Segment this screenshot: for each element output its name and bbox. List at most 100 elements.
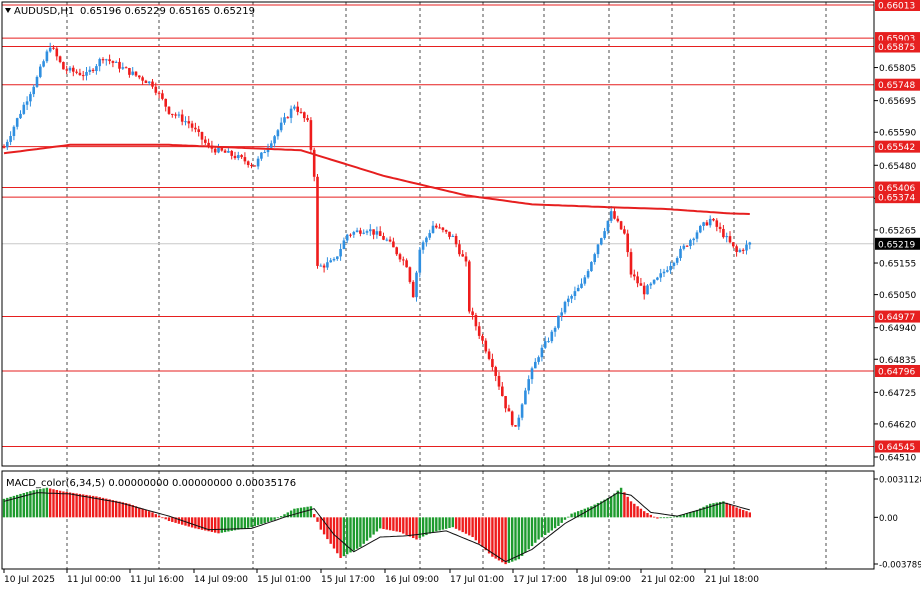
candle-body [289, 108, 293, 118]
macd-bar [227, 517, 230, 532]
main-frame [1, 1, 875, 467]
macd-bar [365, 517, 369, 541]
time-tick-label: 21 Jul 02:00 [641, 575, 695, 585]
macd-bar [260, 517, 263, 525]
macd-bar [65, 491, 68, 518]
macd-bar [596, 502, 600, 518]
candle-body [692, 238, 695, 241]
candle-body [349, 234, 352, 236]
candle-body [553, 327, 557, 332]
macd-bar [738, 508, 742, 518]
macd-bar [418, 517, 421, 539]
candle-body [250, 165, 253, 167]
macd-bar [25, 492, 29, 518]
candle-body [303, 112, 306, 119]
macd-bar [177, 517, 181, 524]
candle-body [322, 265, 326, 268]
candle-body [722, 228, 725, 238]
macd-bar [108, 499, 111, 518]
macd-bar [662, 517, 666, 519]
candle-body [369, 229, 372, 232]
macd-bar [240, 517, 243, 530]
candle-body [336, 256, 339, 259]
macd-bar [280, 516, 283, 518]
chevron-down-icon[interactable] [5, 8, 11, 13]
macd-bar [573, 512, 577, 518]
macd-bar [728, 504, 732, 518]
macd-bar [699, 508, 702, 518]
macd-bar [346, 517, 349, 555]
macd-bar [616, 490, 619, 518]
macd-bar [560, 517, 563, 523]
macd-bar [722, 501, 725, 518]
candle-body [223, 150, 227, 153]
candle-body [609, 211, 613, 221]
macd-bar [62, 491, 65, 518]
level-tag-label: 0.64796 [878, 367, 915, 377]
macd-bar [379, 517, 382, 529]
candle-body [398, 254, 402, 260]
macd-bar [689, 511, 692, 518]
candle-body [402, 259, 405, 261]
candle-body [415, 272, 418, 298]
macd-bar [501, 517, 504, 563]
macd-bar [296, 508, 299, 518]
macd-bar [39, 489, 42, 518]
candle-body [435, 225, 438, 228]
macd-bar [474, 517, 478, 541]
candle-body [748, 242, 752, 245]
macd-bar [12, 495, 16, 518]
macd-bar [68, 492, 72, 518]
candle-body [666, 270, 669, 272]
macd-bar [491, 517, 494, 557]
macd-bar [88, 495, 91, 518]
macd-bar [9, 496, 12, 518]
candle-body [9, 136, 12, 142]
macd-bar [438, 517, 441, 531]
macd-bar [458, 517, 461, 531]
time-axis: 10 Jul 2025 11 Jul 00:00 11 Jul 16:00 14 Ju… [3, 569, 759, 585]
macd-bar [326, 517, 329, 540]
macd-bar [643, 511, 646, 518]
macd-bar [273, 517, 276, 520]
candle-body [154, 86, 158, 93]
level-tag [875, 440, 920, 453]
macd-tick-label: -0.0037895 [879, 561, 921, 571]
candle-body [388, 239, 392, 242]
macd-bar [441, 517, 445, 530]
candle-body [699, 225, 702, 233]
macd-bar [431, 517, 435, 533]
candle-body [19, 113, 22, 119]
candle-body [194, 127, 197, 130]
macd-bar [705, 505, 709, 518]
candle-body [187, 121, 191, 124]
candle-body [501, 386, 504, 397]
macd-bar [553, 517, 557, 529]
level-tag [875, 191, 920, 204]
candle-body [240, 155, 243, 158]
macd-bar [85, 494, 88, 518]
candle-body [395, 247, 398, 255]
macd-bar [464, 517, 468, 534]
candle-body [355, 230, 359, 232]
candle-body [682, 245, 686, 249]
macd-bar [527, 517, 530, 550]
candle-body [48, 47, 52, 52]
candle-body [190, 123, 194, 128]
macd-bar [131, 505, 134, 518]
candle-body [365, 231, 369, 233]
macd-bar [95, 496, 98, 518]
macd-bar [171, 517, 174, 522]
candle-body [42, 61, 45, 67]
macd-bar [316, 517, 319, 522]
macd-bar [118, 501, 121, 518]
candle-body [438, 227, 441, 229]
macd-bar [570, 513, 573, 518]
candle-body [151, 81, 154, 87]
candle-body [78, 72, 82, 76]
macd-bar [586, 507, 590, 518]
candle-body [22, 104, 26, 114]
candle-body [246, 161, 250, 166]
